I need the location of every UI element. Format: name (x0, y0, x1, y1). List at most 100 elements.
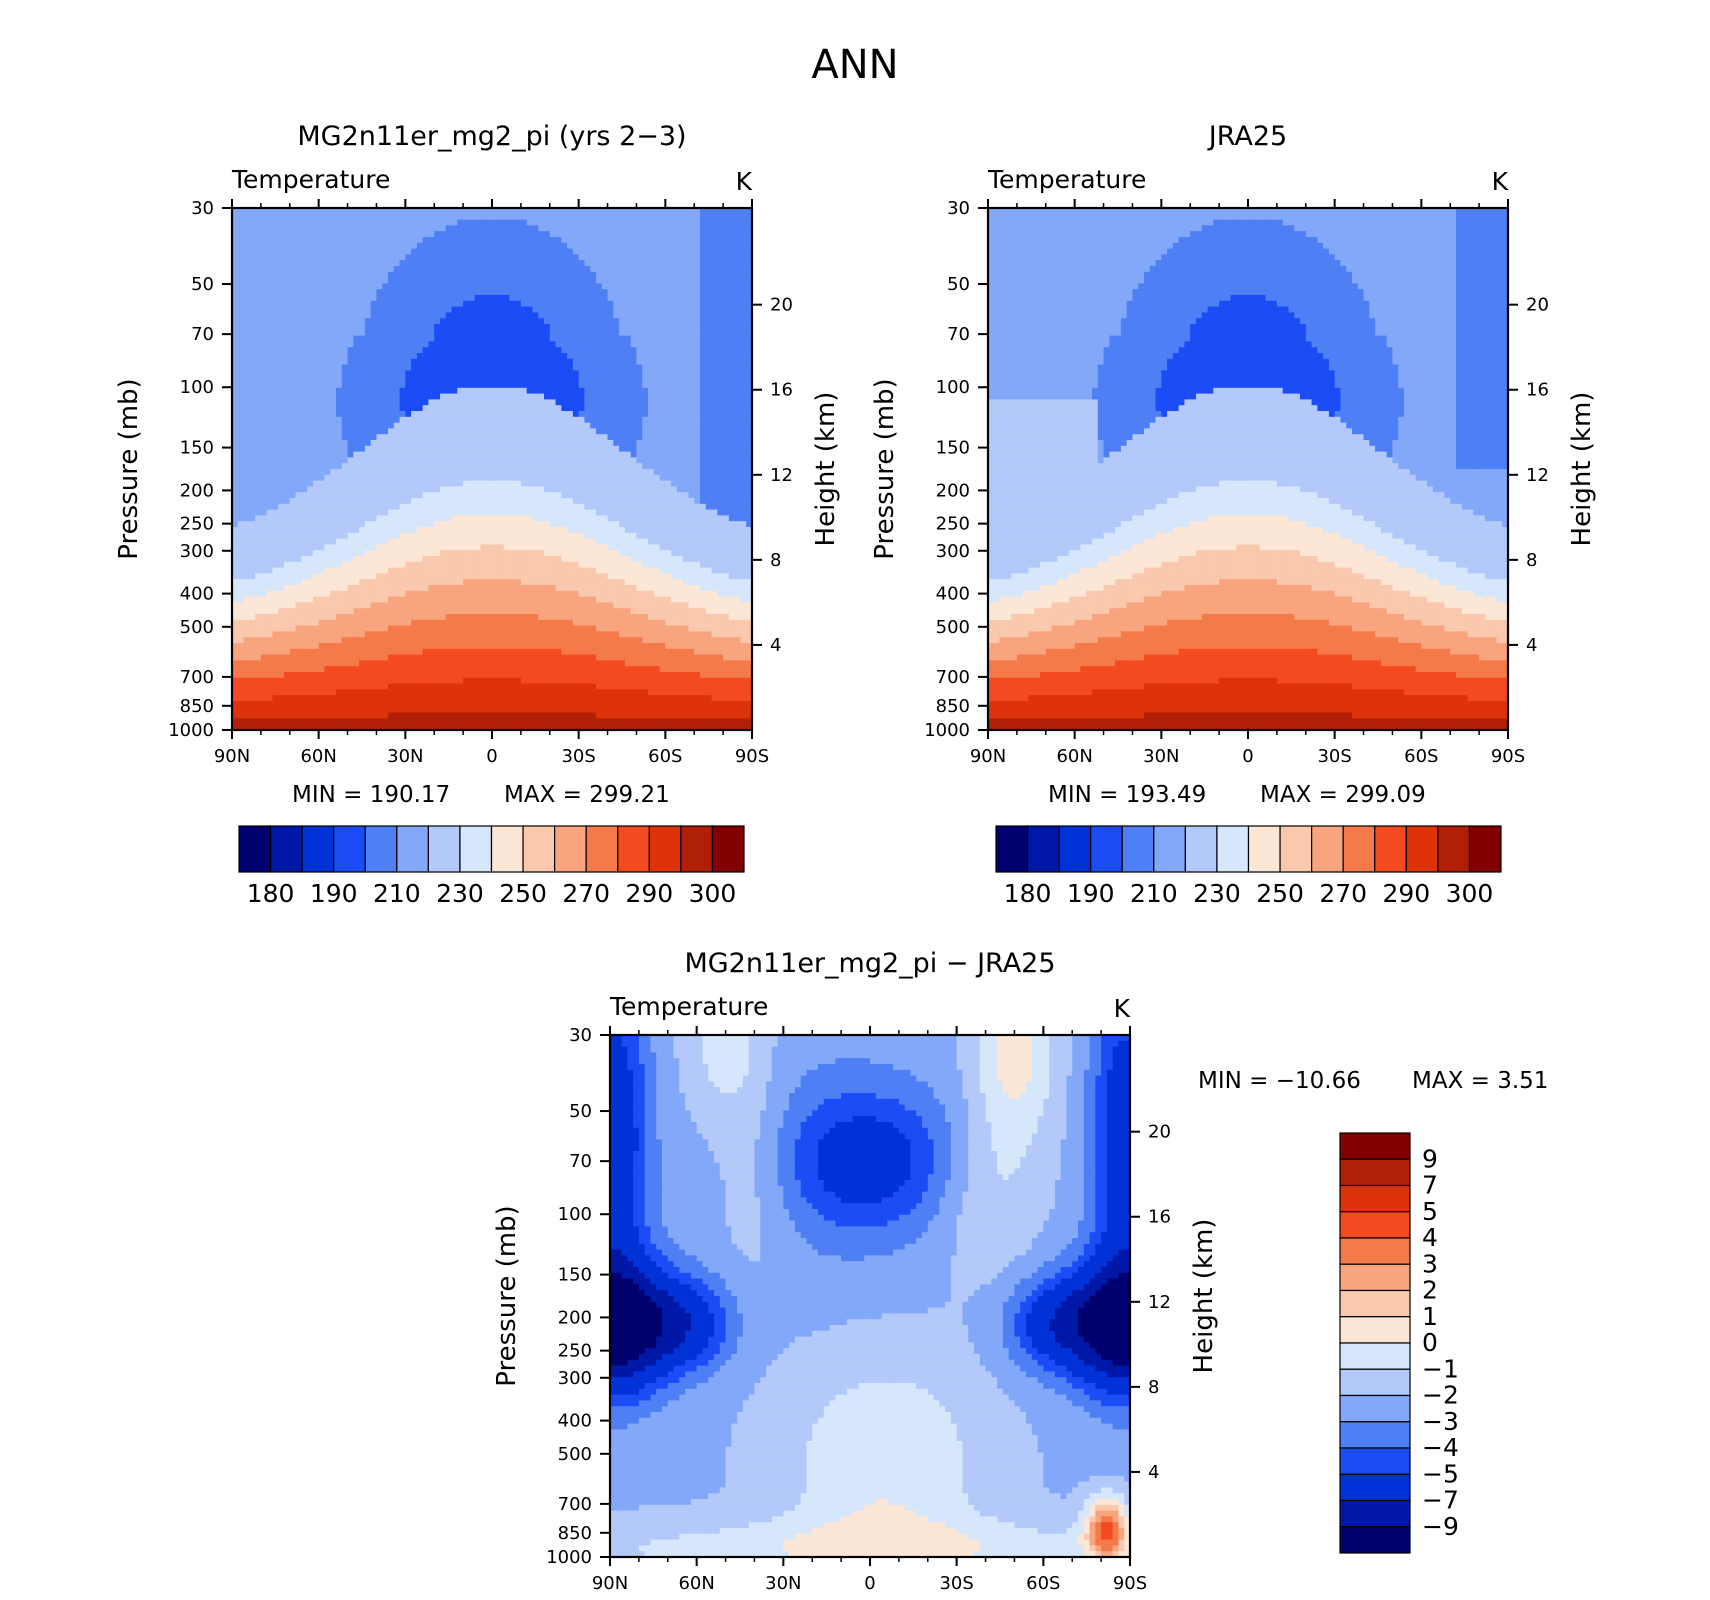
contour-cell (237, 225, 245, 232)
contour-cell (388, 254, 395, 261)
contour-cell (613, 347, 620, 354)
contour-cell (578, 463, 586, 470)
contour-cell (480, 219, 487, 226)
contour-cell (266, 358, 274, 366)
contour-cell (416, 399, 424, 406)
contour-cell (353, 469, 360, 476)
contour-cell (549, 364, 557, 371)
contour-cell (694, 428, 701, 435)
contour-cell (578, 324, 586, 331)
contour-cell (676, 498, 684, 505)
contour-cell (642, 335, 649, 342)
contour-cell (266, 283, 274, 290)
contour-cell (411, 428, 418, 435)
contour-cell (474, 486, 482, 493)
contour-cell (301, 463, 308, 470)
contour-cell (486, 498, 493, 505)
contour-cell (330, 509, 337, 516)
contour-cell (474, 277, 482, 284)
contour-cell (440, 474, 447, 482)
contour-cell (347, 445, 354, 453)
contour-cell (694, 254, 701, 261)
contour-cell (653, 277, 661, 284)
contour-cell (624, 498, 632, 505)
contour-cell (520, 492, 528, 499)
contour-cell (723, 225, 730, 232)
contour-cell (567, 289, 574, 296)
contour-cell (480, 411, 487, 418)
contour-cell (428, 237, 435, 244)
contour-cell (480, 527, 487, 534)
contour-cell (509, 347, 516, 354)
contour-cell (255, 405, 262, 412)
contour-cell (607, 498, 614, 505)
contour-cell (567, 295, 574, 302)
contour-cell (399, 503, 406, 511)
contour-cell (440, 300, 447, 308)
contour-cell (324, 260, 331, 267)
contour-cell (665, 463, 672, 470)
contour-cell (243, 213, 250, 221)
contour-cell (353, 295, 360, 302)
contour-cell (463, 312, 470, 319)
contour-cell (474, 445, 482, 453)
contour-cell (416, 213, 424, 221)
contour-cell (665, 515, 672, 522)
contour-cell (671, 469, 678, 476)
contour-cell (648, 353, 655, 360)
contour-cell (307, 411, 314, 418)
contour-cell (463, 370, 470, 377)
contour-cell (515, 225, 522, 232)
contour-cell (388, 469, 395, 476)
contour-cell (665, 329, 672, 337)
contour-cell (393, 405, 401, 412)
contour-cell (237, 335, 245, 342)
contour-cell (728, 393, 736, 400)
contour-cell (474, 474, 482, 482)
contour-cell (463, 208, 470, 215)
contour-cell (659, 382, 666, 389)
contour-cell (405, 260, 412, 267)
contour-cell (434, 503, 441, 511)
contour-cell (572, 300, 580, 308)
contour-cell (457, 289, 464, 296)
contour-cell (694, 509, 701, 516)
contour-cell (711, 254, 718, 261)
contour-cell (295, 283, 302, 290)
contour-cell (353, 393, 360, 400)
contour-cell (272, 521, 279, 528)
contour-cell (705, 254, 713, 261)
contour-cell (613, 405, 620, 412)
contour-cell (619, 318, 626, 325)
contour-cell (671, 445, 678, 453)
contour-cell (341, 451, 349, 458)
contour-cell (445, 254, 453, 261)
contour-cell (705, 503, 713, 511)
contour-cell (653, 521, 661, 528)
contour-cell (492, 405, 499, 412)
contour-cell (249, 463, 256, 470)
contour-cell (492, 492, 499, 499)
contour-cell (584, 445, 591, 453)
contour-cell (561, 411, 568, 418)
contour-cell (237, 474, 245, 482)
contour-cell (601, 260, 609, 267)
contour-cell (520, 289, 528, 296)
contour-cell (538, 231, 545, 238)
contour-cell (364, 266, 372, 273)
contour-cell (682, 260, 690, 267)
contour-cell (734, 306, 742, 313)
contour-cell (480, 515, 487, 522)
contour-cell (688, 469, 695, 476)
contour-cell (544, 422, 551, 429)
contour-cell (249, 509, 256, 516)
contour-cell (284, 260, 291, 267)
contour-cell (549, 300, 557, 308)
contour-cell (272, 376, 279, 383)
contour-cell (601, 387, 609, 395)
contour-cell (266, 440, 274, 447)
contour-cell (567, 271, 574, 279)
contour-cell (405, 463, 412, 470)
contour-cell (624, 237, 632, 244)
contour-cell (324, 358, 331, 366)
